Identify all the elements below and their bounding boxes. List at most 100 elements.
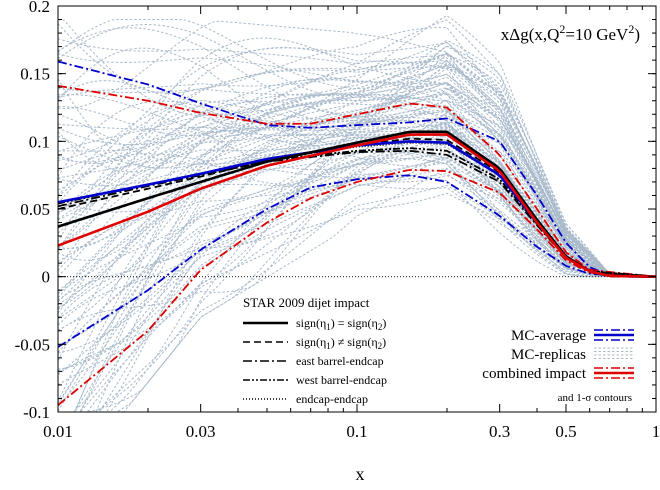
x-tick-label: 0.03: [186, 422, 216, 441]
mc-replica-line: [58, 125, 656, 331]
mc-replica-line: [58, 38, 656, 278]
mc-replica-line: [58, 100, 656, 278]
mc-replica-line: [58, 128, 656, 372]
legend-text: ): [382, 316, 386, 330]
mc-replica-line: [58, 81, 656, 412]
x-tick-label: 0.5: [555, 422, 576, 441]
mc-replica-line: [115, 140, 656, 412]
mc-replica-line: [58, 19, 656, 278]
x-axis-label: x: [356, 464, 365, 484]
legend-label: sign(η1) ≠ sign(η2): [296, 335, 386, 351]
mc-replica-line: [58, 102, 656, 308]
mc-replica-line: [58, 20, 656, 278]
legend-label: sign(η1) = sign(η2): [296, 316, 386, 332]
mc-replica-line: [58, 81, 656, 278]
mc-replica-line: [58, 78, 656, 278]
legend-mc: MC-average MC-replicas combined impact and …: [482, 328, 634, 404]
mc-replica-line: [108, 136, 656, 412]
legend-title: STAR 2009 dijet impact: [243, 295, 370, 310]
y-tick-label: -0.05: [15, 335, 50, 354]
y-tick-label: 0.1: [29, 132, 50, 151]
mc-replica-line: [58, 153, 656, 320]
legend-label: east barrel-endcap: [296, 354, 384, 368]
series-line: [58, 174, 656, 348]
legend-subscript: 2: [378, 322, 383, 332]
y-tick-label: 0.05: [20, 200, 50, 219]
mc-replica-line: [58, 111, 656, 305]
x-tick-label: 0.01: [43, 422, 73, 441]
y-tick-label: 0.2: [29, 0, 50, 16]
y-tick-label: 0.15: [20, 65, 50, 84]
mc-replica-line: [79, 93, 656, 412]
legend-text: ) = sign(η: [331, 316, 378, 330]
mc-replica-line: [58, 19, 656, 278]
legend-text: east barrel-endcap: [296, 354, 384, 368]
legend-label: endcap-endcap: [296, 392, 368, 406]
mc-replica-line: [58, 52, 656, 278]
mc-replica-line: [58, 99, 656, 278]
mc-replica-line: [58, 109, 656, 278]
legend-text: sign(η: [296, 335, 326, 349]
chart-title: xΔg(x,Q2=10 GeV2): [501, 22, 640, 44]
mc-replica-line: [58, 87, 656, 278]
mc-replica-line: [58, 67, 656, 278]
title-part: xΔg(x,Q: [501, 25, 560, 44]
legend-label: west barrel-endcap: [296, 373, 387, 387]
mc-replica-line: [58, 130, 656, 407]
series-line: [58, 84, 656, 278]
mc-replica-line: [58, 136, 656, 278]
mc-replica-line: [79, 126, 656, 412]
legend-label: combined impact: [482, 366, 587, 382]
mc-replica-line: [86, 167, 656, 412]
x-tick-label: 0.1: [346, 422, 367, 441]
mc-replica-line: [58, 45, 656, 326]
legend-label: MC-replicas: [511, 347, 586, 363]
x-tick-label: 0.3: [489, 422, 510, 441]
mc-replica-line: [95, 60, 656, 412]
mc-replica-line: [58, 76, 656, 278]
legend-subscript: 1: [326, 322, 331, 332]
title-sup: 2: [628, 22, 634, 36]
mc-replica-line: [58, 19, 656, 278]
axes: 0.01 0.03 0.1 0.3 0.5 1 -0.1 -0.05 0 0.05 0.1 0.15 0…: [15, 0, 660, 441]
y-tick-label: 0: [42, 268, 51, 287]
legend-text: ): [382, 335, 386, 349]
mc-replica-line: [58, 27, 656, 278]
series-line: [58, 60, 656, 278]
legend-label: MC-average: [511, 328, 586, 344]
mc-replica-line: [58, 62, 656, 278]
mc-replica-line: [58, 183, 656, 303]
legend-footnote: and 1-σ contours: [558, 392, 632, 404]
title-part: =10 GeV: [565, 25, 629, 44]
mc-replica-line: [73, 192, 656, 412]
series-line: [58, 133, 656, 278]
legend-text: endcap-endcap: [296, 392, 368, 406]
series-line: [58, 168, 656, 406]
mc-replica-line: [58, 54, 656, 278]
mc-replica-line: [58, 173, 656, 375]
title-sup: 2: [559, 22, 565, 36]
mc-replica-line: [123, 149, 656, 412]
mc-replica-line: [99, 146, 656, 412]
mc-replica-line: [58, 64, 656, 278]
mc-replica-line: [79, 184, 656, 412]
mc-replica-line: [58, 82, 656, 278]
mc-replica-line: [58, 53, 656, 278]
mc-replica-line: [58, 57, 656, 278]
x-tick-label: 1: [652, 422, 660, 441]
mc-replica-line: [58, 87, 656, 278]
y-tick-label: -0.1: [23, 403, 50, 422]
legend-text: ) ≠ sign(η: [331, 335, 378, 349]
legend-subscript: 2: [378, 341, 383, 351]
mc-replica-line: [58, 99, 656, 362]
mc-replica-line: [58, 65, 656, 278]
mc-replica-line: [58, 63, 656, 278]
mc-replica-curves: [58, 15, 656, 412]
mc-replica-line: [58, 157, 656, 370]
legend-text: sign(η: [296, 316, 326, 330]
mc-replica-line: [58, 15, 656, 278]
mc-replica-line: [58, 168, 656, 332]
mc-replica-line: [58, 112, 656, 319]
